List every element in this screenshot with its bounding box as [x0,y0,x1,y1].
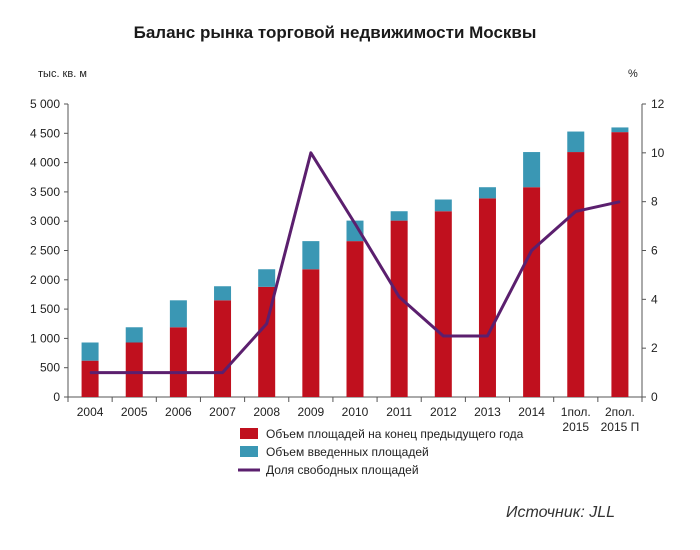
bar-base-2007 [214,300,232,397]
bar-added-2004 [81,342,99,361]
right-tick-label: 10 [651,146,665,160]
right-axis-unit: % [628,68,638,80]
x-tick-label: 2007 [209,405,236,419]
chart-title: Баланс рынка торговой недвижимости Москв… [134,23,537,42]
bar-added-2011 [390,211,408,221]
x-tick-label-line: 2006 [165,405,192,419]
left-tick-label: 1 000 [30,331,60,345]
x-tick-label-line: 2004 [77,405,104,419]
x-tick-label: 2013 [474,405,501,419]
bar-added-2013 [478,187,496,199]
vacancy-point [354,223,356,225]
left-tick-label: 4 500 [30,126,60,140]
right-tick-label: 6 [651,244,658,258]
x-tick-label-line: 2пол. [605,405,635,419]
vacancy-point [133,372,135,374]
x-tick-label-line: 2010 [342,405,369,419]
x-tick-label-line: 2005 [121,405,148,419]
bar-base-2014 [523,187,541,397]
left-tick-label: 2 000 [30,273,60,287]
bar-base-1пол. 2015 [567,152,585,397]
right-tick-label: 0 [651,390,658,404]
x-tick-label: 2011 [386,405,412,419]
right-tick-label: 12 [651,97,665,111]
legend-label: Объем введенных площадей [266,445,429,459]
x-tick-label-line: 2007 [209,405,236,419]
bar-base-2004 [81,360,99,397]
left-tick-label: 2 500 [30,244,60,258]
bar-added-2010 [346,220,364,242]
left-tick-label: 0 [53,390,60,404]
bar-base-2008 [258,286,276,397]
x-tick-label: 2005 [121,405,148,419]
x-tick-label-line: 2009 [297,405,324,419]
x-tick-label-line: 2015 П [601,420,640,434]
vacancy-point [398,296,400,298]
bar-added-2008 [258,269,276,287]
left-tick-label: 500 [40,361,60,375]
x-tick-label: 2014 [518,405,545,419]
vacancy-line [89,151,621,375]
legend-label: Объем площадей на конец предыдущего года [266,427,524,441]
left-tick-label: 3 500 [30,185,60,199]
bar-added-2014 [523,152,541,188]
bar-base-2009 [302,269,320,397]
vacancy-point [222,372,224,374]
legend-swatch [240,428,258,439]
vacancy-point [266,323,268,325]
x-tick-label: 2010 [342,405,369,419]
bar-base-2005 [125,342,143,397]
left-tick-label: 3 000 [30,214,60,228]
bar-added-2012 [434,199,452,212]
bar-base-2013 [478,198,496,397]
right-tick-label: 2 [651,341,658,355]
x-tick-label-line: 1пол. [561,405,591,419]
legend: Объем площадей на конец предыдущего года… [238,427,524,477]
right-tick-label: 4 [651,292,658,306]
vacancy-point [619,201,621,203]
x-tick-label-line: 2015 [562,420,589,434]
bar-base-2012 [434,211,452,397]
bar-base-2011 [390,220,408,397]
vacancy-point [575,210,577,212]
bar-added-2007 [214,286,232,301]
bar-base-2006 [169,327,187,397]
source-note: Источник: JLL [506,504,615,521]
x-tick-label-line: 2008 [253,405,280,419]
left-tick-label: 1 500 [30,302,60,316]
x-tick-label: 2009 [297,405,324,419]
vacancy-point [531,250,533,251]
x-tick-label: 2008 [253,405,280,419]
vacancy-point [310,152,312,154]
left-tick-label: 5 000 [30,97,60,111]
left-axis-unit: тыс. кв. м [38,68,87,80]
x-tick-label: 2пол. 2015 П [601,405,640,434]
vacancy-point [442,335,444,337]
bar-added-2пол. 2015 П [611,127,629,133]
bars [81,127,629,398]
x-tick-label-line: 2014 [518,405,545,419]
x-tick-label: 2004 [77,405,104,419]
x-tick-label: 2012 [430,405,457,419]
right-tick-label: 8 [651,195,658,209]
x-tick-label-line: 2011 [386,405,412,419]
vacancy-point [486,335,488,337]
bar-added-1пол. 2015 [567,131,585,153]
legend-label: Доля свободных площадей [266,463,419,477]
x-tick-label: 2006 [165,405,192,419]
x-tick-label: 1пол. 2015 [561,405,591,434]
vacancy-point [89,372,91,374]
legend-swatch [240,446,258,457]
bar-added-2005 [125,327,143,343]
bar-base-2010 [346,241,364,397]
axes: 0 500 1 000 1 500 2 000 2 500 3 000 3 500 4 000 4… [30,97,665,434]
bar-added-2006 [169,300,187,328]
x-tick-label-line: 2013 [474,405,501,419]
x-tick-label-line: 2012 [430,405,457,419]
bar-added-2009 [302,241,320,270]
bar-base-2пол. 2015 П [611,132,629,398]
left-tick-label: 4 000 [30,156,60,170]
vacancy-point [177,372,179,374]
